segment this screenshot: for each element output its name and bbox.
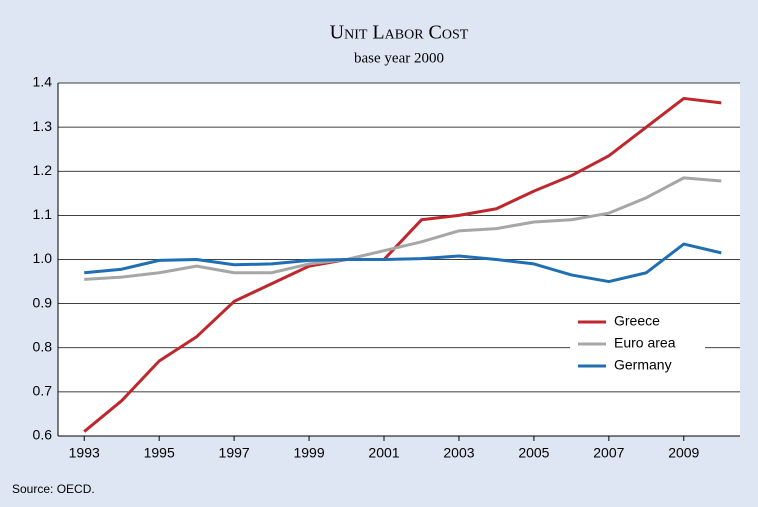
x-tick-label: 2003: [443, 445, 474, 461]
chart-title: Unit Labor Cost: [330, 22, 469, 44]
legend-label: Euro area: [614, 335, 676, 351]
y-tick-label: 1.2: [33, 162, 53, 178]
x-tick-label: 2001: [368, 445, 399, 461]
y-tick-label: 0.6: [33, 427, 53, 443]
legend-label: Greece: [614, 313, 660, 329]
x-tick-label: 2007: [593, 445, 624, 461]
x-tick-label: 1995: [144, 445, 175, 461]
chart-subtitle: base year 2000: [354, 50, 444, 66]
y-tick-label: 1.3: [33, 118, 53, 134]
line-series: [84, 176, 722, 281]
source-note: Source: OECD.: [12, 482, 95, 496]
legend-label: Germany: [614, 357, 672, 373]
x-tick-label: 2009: [668, 445, 699, 461]
y-tick-label: 0.8: [33, 338, 53, 354]
line-series: [83, 96, 722, 433]
x-tick-label: 1997: [219, 445, 250, 461]
line-series: [84, 242, 722, 284]
x-tick-label: 2005: [518, 445, 549, 461]
x-tick-label: 1993: [69, 445, 100, 461]
y-tick-label: 1.4: [33, 74, 53, 90]
y-tick-label: 1.1: [33, 206, 53, 222]
y-tick-label: 0.7: [33, 383, 53, 399]
x-tick-label: 1999: [293, 445, 324, 461]
y-tick-label: 0.9: [33, 294, 53, 310]
y-tick-label: 1.0: [33, 250, 53, 266]
